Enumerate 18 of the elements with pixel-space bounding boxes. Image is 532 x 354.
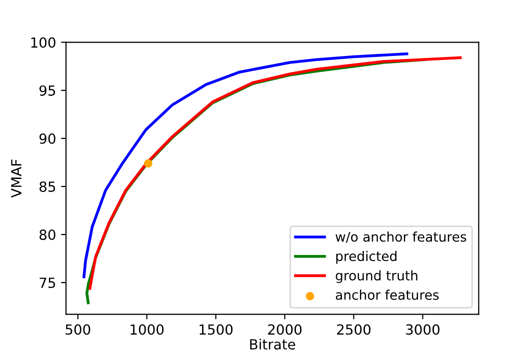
x-tick-label: 3000 — [406, 324, 440, 335]
y-tick-label: 100 — [31, 37, 56, 48]
x-tick-label: 1500 — [200, 324, 233, 335]
legend-label: anchor features — [336, 290, 439, 300]
y-tick-label: 75 — [40, 278, 56, 288]
y-axis-title: VMAF — [11, 160, 22, 198]
y-tick-label: 95 — [39, 85, 56, 96]
y-tick-label: 80 — [40, 229, 56, 240]
y-tick-label: 85 — [40, 181, 56, 192]
legend-label: predicted — [336, 250, 396, 264]
legend-label: w/o anchor features — [336, 232, 466, 243]
x-axis-title: Bitrate — [250, 338, 296, 350]
x-tick-label: 1000 — [130, 324, 164, 335]
y-tick-label: 90 — [39, 133, 56, 144]
legend-label: ground truth — [336, 270, 418, 284]
x-tick-label: 500 — [66, 324, 90, 335]
x-tick-label: 2500 — [337, 324, 370, 335]
x-tick-label: 2000 — [268, 324, 302, 335]
